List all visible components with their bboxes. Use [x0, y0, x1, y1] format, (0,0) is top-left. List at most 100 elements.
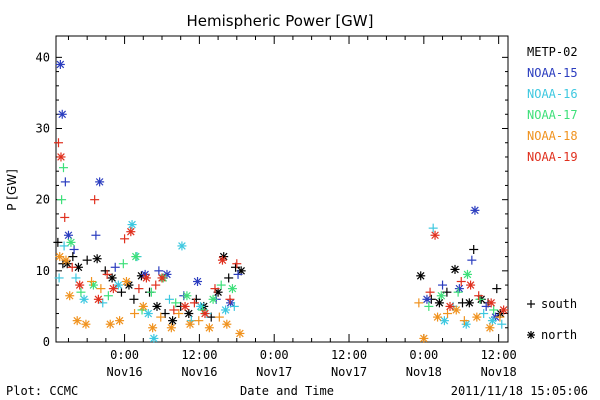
- y-tick-label: 20: [36, 193, 50, 207]
- marker-star: [126, 227, 136, 237]
- marker-star-d2: [55, 252, 64, 261]
- marker-star-d2: [452, 306, 461, 314]
- marker-star: [466, 280, 476, 290]
- marker-star-d2: [115, 316, 124, 325]
- marker-star: [217, 255, 227, 265]
- marker-star-d2: [499, 306, 508, 314]
- marker-star: [63, 230, 73, 240]
- marker-star-d2: [226, 299, 235, 307]
- marker-star: [61, 255, 71, 265]
- marker-plus: [438, 280, 448, 290]
- marker-star-d2: [420, 334, 428, 343]
- marker-star: [127, 220, 137, 230]
- marker-star-d2: [433, 313, 442, 321]
- marker-plus: [91, 230, 101, 240]
- marker-star: [464, 298, 474, 308]
- marker-star-d2: [209, 295, 217, 304]
- marker-star: [472, 312, 482, 322]
- marker-star-d2: [186, 320, 194, 329]
- marker-plus: [492, 284, 502, 294]
- marker-star-d2: [466, 281, 475, 289]
- marker-plus: [68, 252, 78, 262]
- marker-plus: [57, 195, 67, 205]
- marker-plus: [59, 241, 69, 251]
- marker-star: [93, 294, 103, 304]
- marker-star-d2: [201, 309, 209, 318]
- marker-star: [193, 277, 203, 287]
- marker-plus: [459, 316, 469, 326]
- marker-star-d2: [462, 320, 471, 329]
- marker-legend-label: north: [541, 328, 577, 342]
- marker-star-d2: [178, 242, 186, 250]
- marker-plus: [443, 309, 453, 319]
- marker-star: [149, 333, 159, 343]
- marker-plus: [130, 309, 140, 319]
- marker-star-d2: [463, 270, 472, 279]
- marker-star-d2: [93, 254, 101, 263]
- marker-star: [470, 205, 480, 215]
- marker-star-d2: [455, 284, 464, 293]
- marker-star: [81, 319, 91, 329]
- marker-star-d2: [82, 320, 90, 329]
- marker-star: [113, 280, 123, 290]
- marker-plus: [54, 273, 64, 283]
- marker-star-d2: [144, 309, 153, 318]
- x-tick-date-label: Nov16: [107, 365, 143, 379]
- marker-plus: [189, 298, 199, 308]
- marker-plus: [76, 287, 86, 297]
- marker-star: [143, 309, 153, 319]
- marker-plus: [60, 212, 70, 222]
- marker-plus: [453, 287, 463, 297]
- marker-star-d2: [471, 206, 479, 215]
- marker-star-d2: [437, 291, 446, 300]
- marker-star: [92, 254, 102, 264]
- marker-star-d2: [486, 323, 494, 332]
- marker-star-d2: [57, 153, 65, 161]
- marker-star: [450, 264, 460, 274]
- marker-plus: [232, 259, 242, 269]
- marker-plus: [169, 305, 179, 315]
- y-tick-label: 40: [36, 50, 50, 64]
- marker-star-d2: [431, 231, 439, 240]
- marker-star: [75, 280, 85, 290]
- marker-plus: [171, 298, 181, 308]
- marker-star-d2: [62, 256, 70, 264]
- marker-plus: [229, 301, 239, 311]
- marker-plus: [154, 266, 164, 276]
- marker-star-d2: [95, 178, 104, 186]
- marker-plus: [495, 312, 505, 322]
- marker-star-d2: [141, 270, 149, 279]
- marker-star-d2: [65, 291, 74, 300]
- x-tick-label: 0:00: [409, 348, 438, 362]
- marker-star-d2: [74, 263, 83, 272]
- marker-star-d2: [237, 267, 245, 275]
- marker-star-d2: [416, 272, 425, 280]
- marker-plus: [134, 284, 144, 294]
- marker-star-d2: [205, 323, 214, 332]
- x-tick-date-label: Nov18: [406, 365, 442, 379]
- marker-star-d2: [184, 309, 193, 318]
- marker-star: [235, 328, 245, 338]
- marker-star-d2: [196, 302, 205, 311]
- marker-star: [451, 305, 461, 315]
- marker-plus: [481, 301, 491, 311]
- marker-plus: [102, 269, 112, 279]
- y-tick-label: 30: [36, 122, 50, 136]
- marker-star: [182, 291, 192, 301]
- marker-plus: [210, 284, 220, 294]
- marker-star: [462, 269, 472, 279]
- marker-star-d2: [108, 274, 116, 282]
- marker-star: [148, 323, 158, 333]
- marker-star: [185, 319, 195, 329]
- marker-star: [221, 305, 231, 315]
- marker-star: [168, 316, 178, 326]
- marker-star-d2: [75, 281, 84, 289]
- marker-star-d2: [148, 323, 157, 332]
- marker-star: [222, 319, 232, 329]
- marker-plus: [224, 273, 234, 283]
- marker-star: [152, 301, 162, 311]
- marker-legend-label: south: [541, 297, 577, 311]
- marker-star-d2: [193, 277, 202, 286]
- marker-star-d2: [181, 302, 189, 311]
